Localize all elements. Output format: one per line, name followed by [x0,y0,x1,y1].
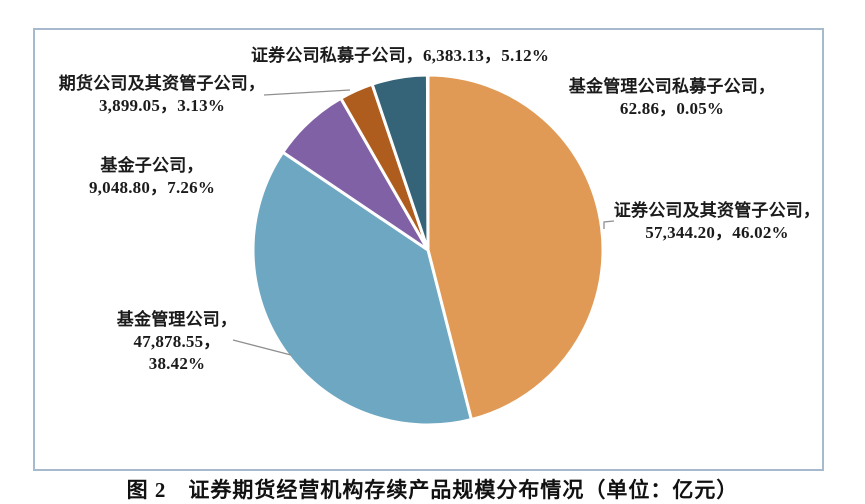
pie-slice-1 [426,73,605,422]
leader-line-securities-am [603,220,615,229]
callout-securities-am: 证券公司及其资管子公司， 57,344.20，46.02% [587,200,847,244]
callout-line: 3,899.05，3.13% [98,96,226,115]
callout-line: 9,048.80，7.26% [88,178,216,197]
pie-slice-2 [251,150,473,427]
callout-fund-management-private-sub: 基金管理公司私募子公司， 62.86，0.05% [542,76,802,120]
callout-line: 62.86，0.05% [619,99,725,118]
leader-line-fund-mgmt [232,339,292,356]
callout-futures-am: 期货公司及其资管子公司， 3,899.05，3.13% [37,73,287,117]
figure-caption: 图 2 证券期货经营机构存续产品规模分布情况（单位：亿元） [126,478,739,502]
callout-line: 证券公司及其资管子公司， [613,201,821,220]
callout-line: 基金子公司， [100,156,204,175]
callout-line: 38.42% [148,354,206,373]
pie-slice-6 [425,73,430,252]
leader-line-futures [263,89,351,96]
callout-line: 期货公司及其资管子公司， [58,74,266,93]
callout-fund-management: 基金管理公司， 47,878.55， 38.42% [77,309,277,375]
callout-line: 57,344.20，46.02% [645,223,789,242]
callout-fund-subsidiary: 基金子公司， 9,048.80，7.26% [52,155,252,199]
callout-line: 47,878.55， [133,332,221,351]
callout-line: 基金管理公司私募子公司， [568,77,776,96]
callout-line: 基金管理公司， [116,310,238,329]
callout-securities-private-sub: 证券公司私募子公司，6,383.13，5.12% [200,45,600,67]
callout-line: 证券公司私募子公司，6,383.13，5.12% [250,46,550,65]
